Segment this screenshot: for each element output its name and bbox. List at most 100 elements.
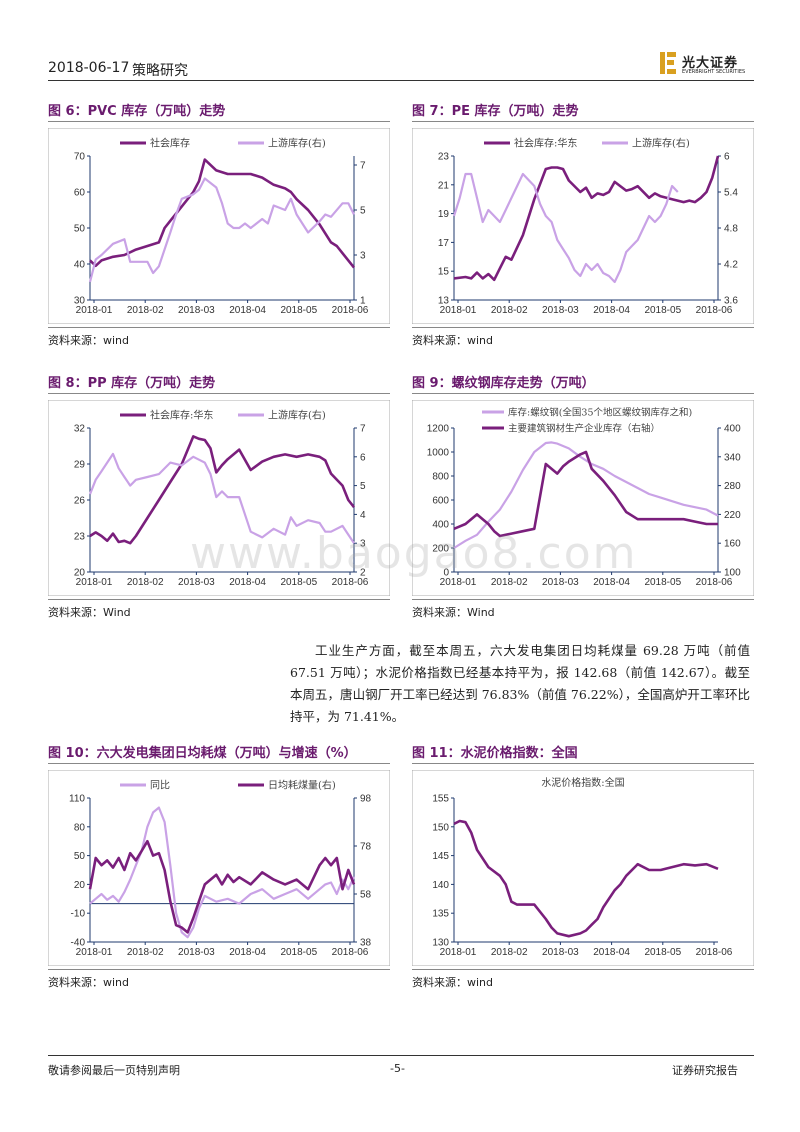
y-right-tick-label: 58 [360, 890, 372, 901]
series-line-0 [453, 441, 719, 549]
footer-disclaimer: 敬请参阅最后一页特别声明 [48, 1064, 180, 1077]
x-tick-label: 2018-04 [593, 577, 630, 588]
figure-9-chart: 0 200 400 600 800 1000 1200 100 160 220 280 340 400 2… [412, 400, 754, 596]
series-line-1 [88, 177, 355, 283]
figure-8-title: 图 8：PP 库存（万吨）走势 [48, 376, 216, 391]
x-tick-label: 2018-05 [644, 577, 681, 588]
x-tick-label: 2018-06 [696, 577, 733, 588]
page-number: -5- [390, 1062, 405, 1075]
figure-8-bottom-rule [48, 599, 390, 600]
y-left-tick-label: 80 [74, 822, 86, 833]
y-left-tick-label: 110 [69, 794, 85, 805]
figure-11-bottom-rule [412, 969, 754, 970]
watermark: www.baogao8.com [190, 528, 638, 579]
chart-frame [412, 770, 754, 966]
figure-7-source: 资料来源：wind [412, 334, 494, 347]
y-left-tick-label: 800 [432, 472, 449, 483]
y-left-tick-label: 155 [432, 794, 449, 805]
chart-svg: 130 135 140 145 150 155 2018-01 2018-02 2018-03 2… [412, 770, 754, 966]
y-left-tick-label: 150 [432, 822, 449, 833]
x-tick-label: 2018-06 [332, 577, 369, 588]
y-left-tick-label: 200 [432, 544, 449, 555]
report-category: 策略研究 [132, 63, 188, 79]
x-tick-label: 2018-05 [280, 305, 317, 316]
figure-11-chart: 130 135 140 145 150 155 2018-01 2018-02 2018-03 2… [412, 770, 754, 966]
series-line-0 [89, 158, 356, 269]
x-tick-label: 2018-01 [76, 577, 113, 588]
series-line-0 [89, 806, 356, 939]
y-right-tick-label: 7 [360, 161, 366, 172]
series-line-0 [453, 155, 720, 282]
y-right-tick-label: 160 [724, 539, 741, 550]
header-divider [48, 80, 754, 81]
y-right-tick-label: 6 [360, 452, 366, 463]
logo-en-text: EVERBRIGHT SECURITIES [682, 69, 746, 75]
legend-label: 同比 [150, 780, 170, 792]
y-left-tick-label: 15 [438, 267, 450, 278]
y-left-tick-label: 17 [438, 238, 450, 249]
y-right-tick-label: 5.4 [724, 188, 738, 199]
figure-10-source: 资料来源：wind [48, 976, 130, 989]
x-tick-label: 2018-05 [280, 947, 317, 958]
y-left-tick-label: 32 [74, 424, 86, 435]
figure-10-rule [48, 763, 390, 764]
figure-11-source: 资料来源：wind [412, 976, 494, 989]
y-right-tick-label: 3 [360, 251, 366, 262]
y-right-tick-label: 100 [724, 568, 741, 579]
legend-label: 库存:螺纹钢(全国35个地区螺纹钢库存之和) [508, 407, 692, 419]
x-tick-label: 2018-03 [542, 947, 579, 958]
figure-10-chart: -40 -10 20 50 80 110 38 58 78 98 2018-01 2018-02 201… [48, 770, 390, 966]
series-line-1 [88, 452, 355, 544]
chart-svg: 13 15 17 19 21 23 3.6 4.2 4.8 5.4 6 2018-01 2018-02 2… [412, 128, 754, 324]
y-right-tick-label: 1 [360, 296, 366, 307]
chart-svg: 30 40 50 60 70 1 3 5 7 2018-01 2018-02 2018-03 2018-… [48, 128, 390, 324]
figure-6-source: 资料来源：wind [48, 334, 130, 347]
y-left-tick-label: 26 [74, 496, 86, 507]
x-tick-label: 2018-01 [76, 947, 113, 958]
figure-6-bottom-rule [48, 327, 390, 328]
chart-svg: -40 -10 20 50 80 110 38 58 78 98 2018-01 2018-02 201… [48, 770, 390, 966]
y-left-tick-label: 13 [438, 296, 450, 307]
x-tick-label: 2018-05 [644, 947, 681, 958]
x-tick-label: 2018-04 [593, 947, 630, 958]
figure-7-bottom-rule [412, 327, 754, 328]
x-tick-label: 2018-02 [491, 947, 528, 958]
figure-7-title: 图 7：PE 库存（万吨）走势 [412, 104, 579, 119]
chart-frame [48, 400, 390, 596]
chart-frame [412, 128, 754, 324]
series-line-1 [88, 839, 356, 934]
x-tick-label: 2018-03 [178, 577, 215, 588]
report-date: 2018-06-17 [48, 60, 130, 76]
figure-10-title: 图 10：六大发电集团日均耗煤（万吨）与增速（%） [48, 746, 357, 761]
y-left-tick-label: 145 [432, 851, 449, 862]
legend-label: 主要建筑钢材生产企业库存（右轴） [508, 423, 660, 435]
x-tick-label: 2018-02 [127, 947, 164, 958]
legend-label: 日均耗煤量(右) [268, 779, 336, 792]
figure-9-bottom-rule [412, 599, 754, 600]
y-left-tick-label: 0 [443, 568, 449, 579]
y-right-tick-label: 3 [360, 539, 366, 550]
x-tick-label: 2018-06 [332, 305, 369, 316]
x-tick-label: 2018-02 [491, 305, 528, 316]
x-tick-label: 2018-02 [127, 577, 164, 588]
logo-cn-text: 光大证券 [682, 56, 739, 71]
y-right-tick-label: 400 [724, 424, 741, 435]
x-tick-label: 2018-02 [127, 305, 164, 316]
y-right-tick-label: 4 [360, 510, 366, 521]
y-left-tick-label: 400 [432, 520, 449, 531]
y-right-tick-label: 38 [360, 938, 372, 949]
y-left-tick-label: 21 [438, 180, 450, 191]
x-tick-label: 2018-06 [332, 947, 369, 958]
y-right-tick-label: 5 [360, 206, 366, 217]
y-left-tick-label: 23 [438, 152, 450, 163]
legend-label: 社会库存 [150, 137, 190, 150]
x-tick-label: 2018-03 [178, 947, 215, 958]
y-left-tick-label: 23 [74, 532, 86, 543]
x-tick-label: 2018-05 [644, 305, 681, 316]
figure-11-title: 图 11：水泥价格指数：全国 [412, 746, 578, 761]
figure-7-rule [412, 121, 754, 122]
legend-label: 上游库存(右) [632, 137, 690, 150]
x-tick-label: 2018-05 [280, 577, 317, 588]
figure-9-rule [412, 393, 754, 394]
